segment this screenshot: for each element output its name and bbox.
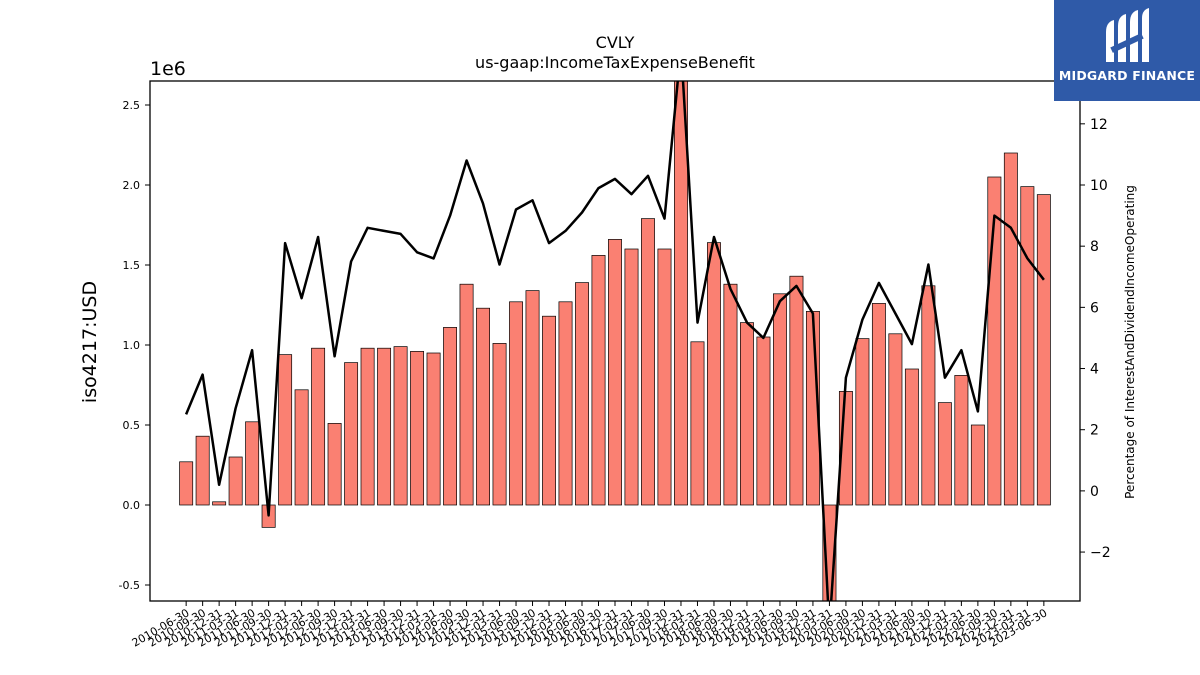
bar-2010-12-31: [212, 501, 227, 506]
bar-2017-06-30: [641, 218, 655, 506]
bar-2016-09-30: [591, 255, 606, 506]
bar-2021-06-30: [904, 368, 919, 506]
bar-2010-06-30: [179, 461, 194, 506]
bar-2014-03-31: [426, 352, 441, 506]
y-tick-label: 2.5: [123, 99, 141, 112]
bar-2013-09-30: [393, 346, 408, 506]
bar-2015-03-31: [492, 343, 507, 506]
bar-2021-12-31: [937, 402, 952, 506]
bar-2012-12-31: [344, 362, 359, 506]
bar-2012-09-30: [327, 423, 342, 506]
midgard-finance-logo: MIDGARD FINANCE: [1054, 0, 1200, 101]
bar-2013-06-30: [377, 347, 392, 506]
bar-2016-06-30: [575, 282, 589, 506]
bar-2013-12-31: [410, 351, 425, 506]
bar-2016-03-31: [558, 301, 573, 506]
bar-2022-12-31: [1003, 152, 1018, 506]
y2-axis-ticks: −2 0 2 4 6 8 10 12: [1080, 117, 1111, 561]
logo-text: MIDGARD FINANCE: [1058, 68, 1196, 83]
bar-2014-09-30: [459, 283, 474, 506]
bar-2010-09-30: [195, 435, 210, 506]
y2-tick-label: −2: [1090, 545, 1111, 561]
bar-2012-03-31: [294, 389, 309, 506]
y2-tick-label: 12: [1090, 117, 1108, 133]
bar-2022-06-30: [970, 424, 985, 506]
y-tick-label: -0.5: [119, 579, 140, 592]
bar-2021-09-30: [921, 285, 936, 506]
y2-tick-label: 8: [1090, 239, 1099, 255]
bar-2018-03-31: [690, 341, 705, 506]
midgard-m-icon: [1106, 8, 1149, 62]
line-path: [184, 81, 1045, 601]
bar-2021-03-31: [888, 333, 903, 506]
bar-2013-03-31: [360, 347, 375, 506]
line-series: [184, 81, 1045, 601]
bar-2020-12-31: [871, 303, 886, 506]
y-tick-label: 2.0: [123, 179, 141, 192]
y2-tick-label: 0: [1090, 484, 1099, 500]
bar-2011-03-31: [228, 456, 243, 506]
bar-2020-09-30: [855, 338, 870, 506]
bar-2011-12-31: [278, 354, 293, 506]
bar-2019-06-30: [772, 293, 787, 506]
bar-2015-12-31: [542, 315, 556, 506]
bar-2017-09-30: [657, 248, 672, 506]
y-tick-label: 0.5: [123, 419, 141, 432]
bar-2022-03-31: [954, 375, 969, 506]
y2-axis-label: Percentage of InterestAndDividendIncomeO…: [1123, 185, 1137, 499]
y2-tick-label: 2: [1090, 423, 1099, 439]
y-tick-label: 1.5: [123, 259, 141, 272]
y-tick-label: 1.0: [123, 339, 141, 352]
bar-2015-06-30: [509, 301, 523, 506]
bar-2012-06-30: [311, 347, 326, 506]
bar-2017-12-31: [674, 81, 688, 506]
bar-2014-06-30: [443, 327, 458, 506]
y-offset-label: 1e6: [150, 58, 186, 80]
y-axis-label: iso4217:USD: [79, 281, 101, 403]
bar-2019-09-30: [789, 275, 804, 506]
y2-tick-label: 10: [1090, 178, 1108, 194]
bar-2023-06-30: [1036, 194, 1051, 506]
y-axis-ticks: -0.5 0.0 0.5 1.0 1.5 2.0 2.5: [119, 99, 150, 592]
y-tick-label: 0.0: [123, 499, 141, 512]
bar-series: [179, 81, 1051, 601]
y2-tick-label: 4: [1090, 362, 1099, 378]
bar-2019-03-31: [756, 336, 771, 506]
bar-2018-06-30: [707, 242, 721, 506]
bar-2011-06-30: [245, 421, 260, 506]
bar-2018-09-30: [723, 283, 738, 506]
chart-title: CVLY: [596, 33, 635, 52]
bar-2023-03-31: [1020, 186, 1035, 506]
chart-subtitle: us-gaap:IncomeTaxExpenseBenefit: [475, 53, 755, 72]
y2-tick-label: 6: [1090, 300, 1099, 316]
bar-2017-03-31: [624, 248, 639, 506]
bar-2015-09-30: [525, 290, 540, 506]
bar-2016-12-31: [608, 239, 622, 506]
x-axis-ticks: 2010-06-302010-09-302010-12-312011-03-31…: [130, 601, 1049, 650]
bar-2014-12-31: [476, 307, 490, 506]
bar-2018-12-31: [740, 322, 754, 506]
